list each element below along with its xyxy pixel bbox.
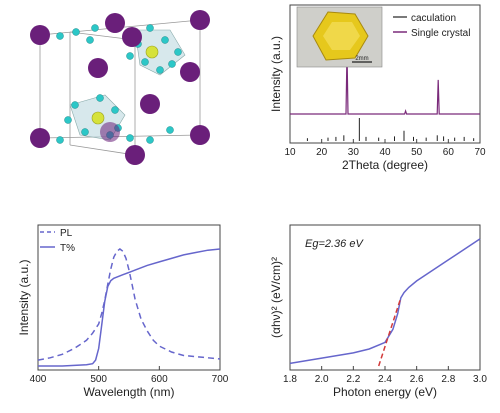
cation-atoms [30, 10, 210, 165]
pl-line [37, 248, 221, 361]
pl-panel: 400 500 600 700 Wavelength (nm) Intensity (a.… [17, 224, 229, 399]
bandgap-annotation: Eg=2.36 eV [305, 238, 364, 250]
y-axis-label: (αhν)² (eV/cm)² [269, 257, 283, 338]
metal-atom [145, 45, 159, 59]
y-axis-label: Intensity (a.u.) [17, 259, 31, 335]
x-tick-label: 2.0 [315, 374, 329, 385]
x-tick-label: 400 [30, 374, 47, 385]
xrd-crystal-line [290, 51, 480, 115]
x-tick-label: 700 [212, 374, 229, 385]
legend-calculation: caculation [411, 13, 456, 24]
x-tick-label: 60 [443, 147, 455, 158]
x-tick-label: 2.8 [441, 374, 455, 385]
metal-atom [91, 111, 105, 125]
inset-scale-label: 2mm [355, 56, 368, 62]
crystal-structure-panel [30, 10, 210, 165]
plot-frame [37, 224, 221, 371]
tauc-fit-line [377, 297, 402, 367]
x-tick-label: 2.6 [410, 374, 424, 385]
x-tick-label: 1.8 [283, 374, 297, 385]
x-tick-label: 2.2 [346, 374, 360, 385]
xrd-legend: caculation Single crystal [393, 13, 470, 39]
x-tick-label: 10 [284, 147, 296, 158]
x-tick-label: 3.0 [473, 374, 487, 385]
pl-legend: PL T% [40, 228, 75, 254]
tauc-line [289, 238, 481, 365]
x-axis-label: Photon energy (eV) [333, 385, 437, 399]
xrd-panel: 10 20 30 40 50 60 70 2Theta (degree) Intensity (… [269, 4, 486, 172]
legend-single-crystal: Single crystal [411, 28, 470, 39]
x-tick-label: 600 [151, 374, 168, 385]
x-tick-label: 20 [316, 147, 328, 158]
legend-pl: PL [60, 228, 73, 239]
x-tick-label: 70 [474, 147, 486, 158]
x-tick-label: 2.4 [378, 374, 392, 385]
crystal-photo-inset: 2mm [296, 6, 383, 68]
y-axis-label: Intensity (a.u.) [269, 36, 283, 112]
x-tick-label: 500 [90, 374, 107, 385]
legend-transmittance: T% [60, 243, 75, 254]
halide-atoms [56, 24, 182, 144]
x-tick-label: 30 [348, 147, 360, 158]
x-tick-label: 50 [411, 147, 423, 158]
x-tick-label: 40 [379, 147, 391, 158]
tauc-panel: 1.8 2.0 2.2 2.4 2.6 2.8 3.0 Photon energy (eV) (… [269, 224, 487, 399]
x-axis-label: Wavelength (nm) [84, 385, 175, 399]
x-axis-label: 2Theta (degree) [342, 158, 428, 172]
unit-cell-frame [39, 19, 201, 156]
transmittance-line [38, 248, 221, 367]
